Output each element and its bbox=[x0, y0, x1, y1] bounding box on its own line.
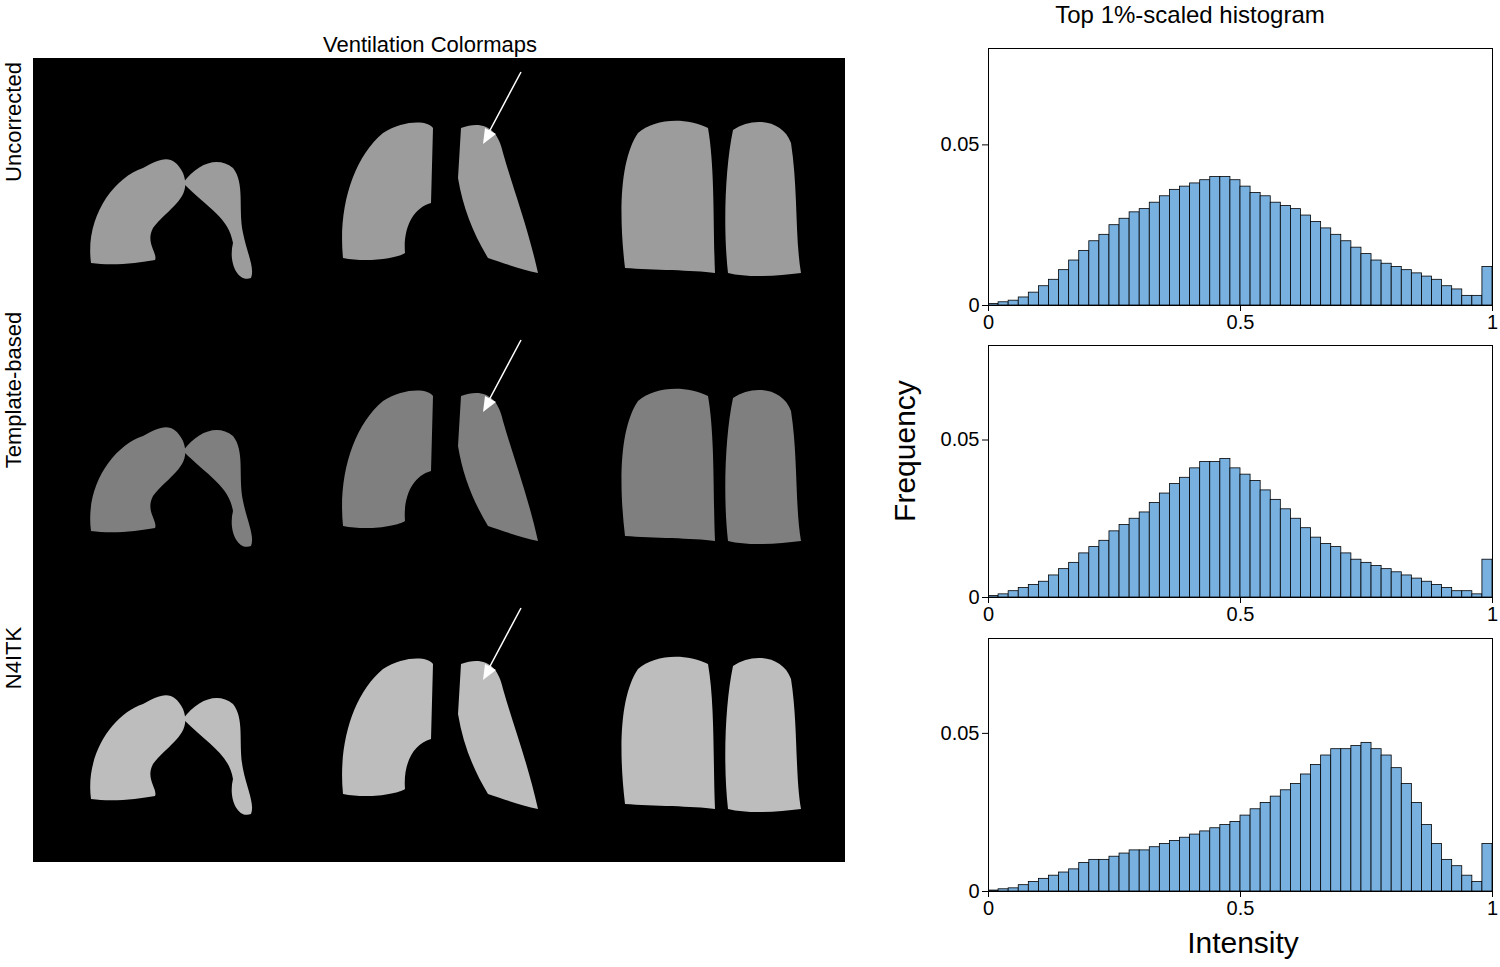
html-text:N4ITK: N4ITK bbox=[1, 626, 26, 690]
svg-text:0: 0 bbox=[983, 897, 994, 919]
svg-text:1: 1 bbox=[1487, 311, 1498, 333]
html-text:Top 1%-scaled histogram: Top 1%-scaled histogram bbox=[1055, 1, 1325, 28]
svg-text:0: 0 bbox=[968, 880, 979, 902]
svg-text:0: 0 bbox=[983, 603, 994, 625]
svg-text:0: 0 bbox=[968, 294, 979, 316]
html-text:Intensity: Intensity bbox=[1187, 926, 1299, 959]
svg-text:0.5: 0.5 bbox=[1227, 897, 1255, 919]
html-text:Template-based: Template-based bbox=[1, 311, 26, 469]
svg-text:1: 1 bbox=[1487, 897, 1498, 919]
html-text:Ventilation Colormaps: Ventilation Colormaps bbox=[323, 32, 537, 57]
svg-text:0.5: 0.5 bbox=[1227, 603, 1255, 625]
svg-text:0: 0 bbox=[968, 586, 979, 608]
svg-text:0.05: 0.05 bbox=[941, 133, 980, 155]
html-text:Frequency: Frequency bbox=[888, 380, 921, 522]
svg-text:1: 1 bbox=[1487, 603, 1498, 625]
svg-text:0.05: 0.05 bbox=[941, 722, 980, 744]
svg-text:0: 0 bbox=[983, 311, 994, 333]
html-text:Uncorrected: Uncorrected bbox=[1, 62, 26, 182]
svg-text:0.05: 0.05 bbox=[941, 428, 980, 450]
svg-text:0.5: 0.5 bbox=[1227, 311, 1255, 333]
